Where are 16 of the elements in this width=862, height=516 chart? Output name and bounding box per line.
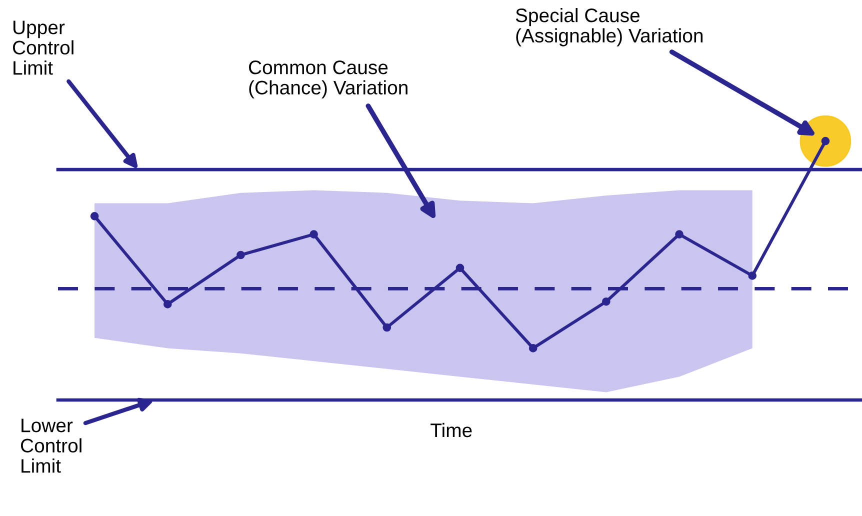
ref-line-label: Upper Control Limit [12,20,74,75]
point [163,300,172,308]
point [748,272,757,280]
point [382,323,392,332]
point [236,250,245,260]
ref-line-label: Lower Control Limit [20,418,82,473]
point [821,136,830,146]
point [528,344,538,352]
point [310,230,318,238]
text: Special Cause (Assignable) Variation [516,8,703,46]
text: Common Cause (Chance) Variation [248,60,408,98]
point [456,264,464,272]
point [675,230,684,238]
x-axis-title: Time [430,422,472,438]
point [602,297,610,306]
point [90,212,99,220]
